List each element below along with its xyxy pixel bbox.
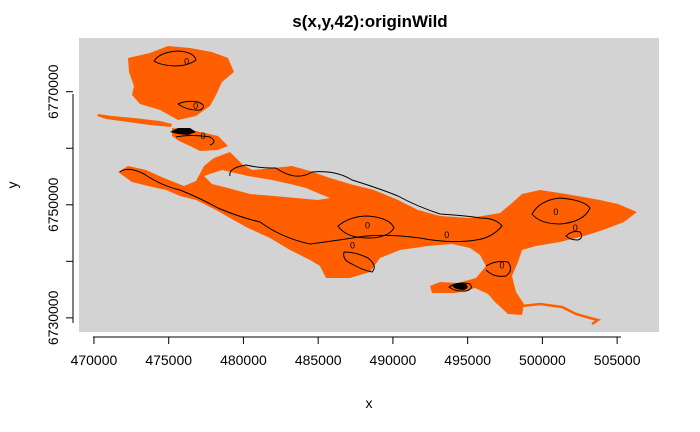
y-tick-label: 6730000 [45, 290, 61, 345]
dark-spot-north [170, 128, 196, 135]
contour-label: 0 [553, 207, 558, 217]
contour-line-south-lobe [343, 251, 375, 273]
dark-spots [170, 128, 468, 290]
y-tick-label: 6750000 [45, 177, 61, 232]
contour-line-north [153, 50, 197, 67]
x-tick-label: 485000 [295, 352, 342, 368]
x-tick-label: 480000 [220, 352, 267, 368]
dark-spot-south [452, 283, 468, 290]
x-axis-title: x [366, 395, 373, 411]
contour-line-south-blob [448, 282, 472, 292]
contour-line-mid-north [177, 100, 204, 111]
contour-lines [119, 50, 591, 292]
contour-label: 0 [193, 101, 198, 111]
contour-line-connector [175, 135, 215, 146]
contour-line-center-oval [337, 215, 395, 239]
contour-label: 0 [573, 223, 578, 233]
lake-surface [97, 46, 637, 326]
contour-line-west [119, 164, 503, 245]
surface-north-lobe [128, 46, 234, 120]
x-tick-label: 505000 [594, 352, 641, 368]
y-ticks: 6730000 6750000 6770000 [45, 64, 73, 345]
x-tick-label: 500000 [519, 352, 566, 368]
contour-label: 0 [350, 240, 355, 250]
x-tick-label: 490000 [370, 352, 417, 368]
x-tick-label: 470000 [71, 352, 118, 368]
axes [72, 94, 621, 338]
y-tick-label: 6770000 [45, 64, 61, 119]
surface-inner-island [204, 170, 330, 200]
x-tick-label: 475000 [145, 352, 192, 368]
contour-label: 0 [201, 131, 206, 141]
contour-line-east-small [565, 231, 583, 241]
surface-southeast-outflow [521, 302, 602, 326]
x-ticks: 470000 475000 480000 485000 490000 495000 5000… [71, 337, 641, 368]
y-axis-title: y [4, 182, 20, 189]
contour-label: 0 [184, 57, 189, 67]
contour-label: 0 [365, 221, 370, 231]
contour-line-southeast [485, 261, 512, 277]
contour-line-east-oval [531, 197, 591, 225]
surface-northwest-strip [97, 114, 172, 127]
chart-title: s(x,y,42):originWild [292, 12, 447, 31]
contour-label: 0 [500, 260, 505, 270]
contour-label: 0 [444, 230, 449, 240]
x-tick-label: 495000 [444, 352, 491, 368]
